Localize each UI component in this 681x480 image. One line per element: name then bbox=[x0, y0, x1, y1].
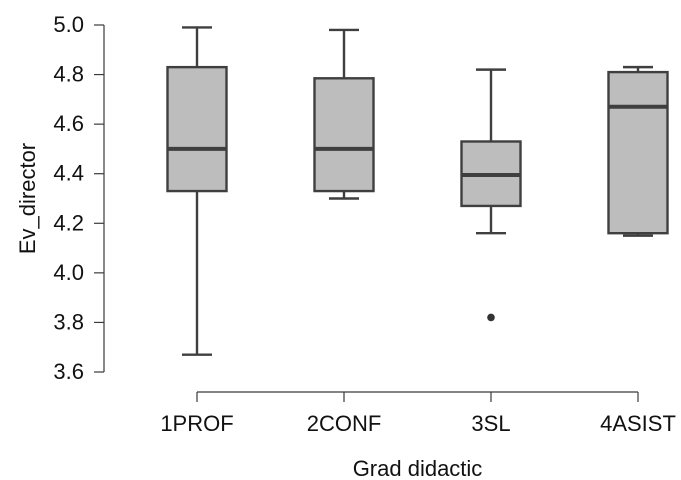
interquartile-box bbox=[607, 70, 669, 235]
box-4asist bbox=[607, 65, 669, 237]
y-tick-label: 5.0 bbox=[53, 12, 84, 37]
y-tick-label: 3.6 bbox=[53, 359, 84, 384]
interquartile-box bbox=[313, 77, 375, 193]
interquartile-box bbox=[166, 65, 228, 193]
y-axis-title: Ev_director bbox=[15, 143, 40, 254]
box-3sl bbox=[460, 68, 522, 322]
x-tick-label: 2CONF bbox=[307, 411, 382, 436]
x-axis: 1PROF 2CONF 3SL 4ASIST bbox=[160, 391, 676, 436]
y-tick-label: 4.2 bbox=[53, 210, 84, 235]
y-tick-label: 4.8 bbox=[53, 62, 84, 87]
x-tick-label: 3SL bbox=[471, 411, 510, 436]
y-axis: 3.6 3.8 4.0 4.2 4.4 4.6 4.8 5.0 bbox=[53, 12, 105, 384]
y-tick-label: 4.0 bbox=[53, 260, 84, 285]
box-1prof bbox=[166, 26, 228, 356]
y-tick-label: 4.6 bbox=[53, 111, 84, 136]
box-plot-series bbox=[166, 26, 669, 356]
x-axis-title: Grad didactic bbox=[353, 456, 483, 480]
box-2conf bbox=[313, 28, 375, 200]
outlier-point bbox=[487, 313, 495, 322]
x-tick-label: 4ASIST bbox=[600, 411, 676, 436]
y-tick-label: 4.4 bbox=[53, 161, 84, 186]
y-tick-label: 3.8 bbox=[53, 309, 84, 334]
x-tick-label: 1PROF bbox=[160, 411, 233, 436]
